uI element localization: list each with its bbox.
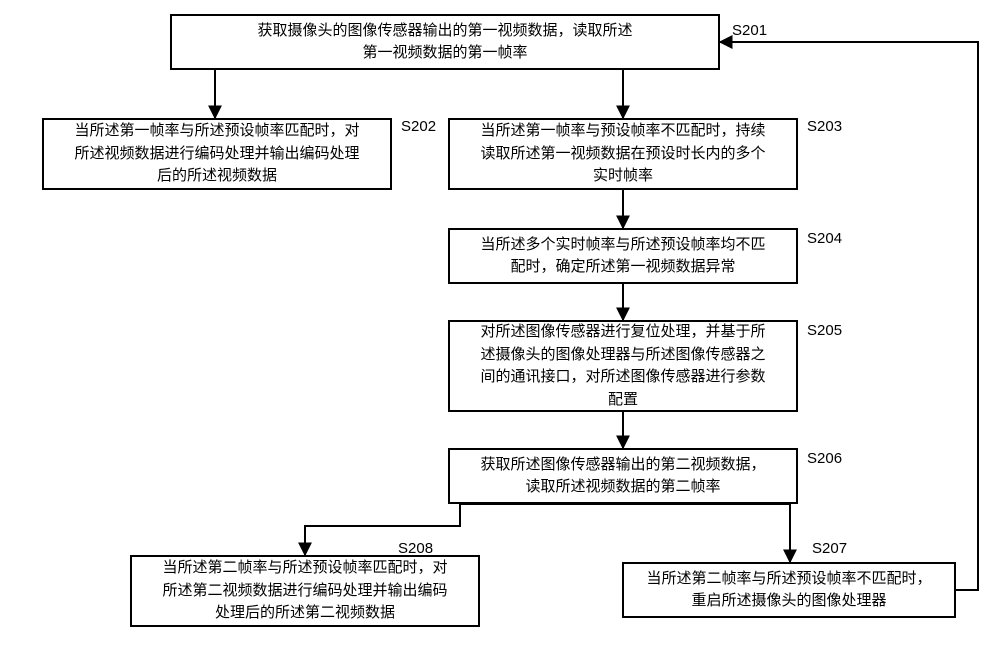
flow-node-n207: 当所述第二帧率与所述预设帧率不匹配时，重启所述摄像头的图像处理器	[622, 562, 956, 618]
step-label-S205: S205	[807, 322, 842, 339]
flow-node-label: 当所述第一帧率与所述预设帧率匹配时，对所述视频数据进行编码处理并输出编码处理后的…	[74, 120, 359, 188]
flow-node-label: 获取所述图像传感器输出的第二视频数据，读取所述视频数据的第二帧率	[480, 454, 765, 499]
step-label-S201: S201	[732, 22, 767, 39]
flow-node-n201: 获取摄像头的图像传感器输出的第一视频数据，读取所述第一视频数据的第一帧率	[170, 14, 720, 70]
flow-node-label: 当所述第一帧率与预设帧率不匹配时，持续读取所述第一视频数据在预设时长内的多个实时…	[480, 120, 765, 188]
flow-node-label: 对所述图像传感器进行复位处理，并基于所述摄像头的图像处理器与所述图像传感器之间的…	[480, 321, 765, 411]
flow-node-label: 当所述第二帧率与所述预设帧率匹配时，对所述第二视频数据进行编码处理并输出编码处理…	[162, 557, 447, 625]
step-label-S208: S208	[398, 540, 433, 557]
step-label-S206: S206	[807, 450, 842, 467]
flow-node-label: 获取摄像头的图像传感器输出的第一视频数据，读取所述第一视频数据的第一帧率	[257, 20, 632, 65]
flow-node-label: 当所述第二帧率与所述预设帧率不匹配时，重启所述摄像头的图像处理器	[646, 568, 931, 613]
edge	[305, 504, 460, 555]
step-label-S207: S207	[812, 540, 847, 557]
flow-node-n202: 当所述第一帧率与所述预设帧率匹配时，对所述视频数据进行编码处理并输出编码处理后的…	[42, 118, 392, 190]
flow-node-n208: 当所述第二帧率与所述预设帧率匹配时，对所述第二视频数据进行编码处理并输出编码处理…	[130, 555, 480, 627]
step-label-S202: S202	[401, 118, 436, 135]
step-label-S204: S204	[807, 230, 842, 247]
flow-node-n203: 当所述第一帧率与预设帧率不匹配时，持续读取所述第一视频数据在预设时长内的多个实时…	[448, 118, 798, 190]
step-label-S203: S203	[807, 118, 842, 135]
flow-node-n204: 当所述多个实时帧率与所述预设帧率均不匹配时，确定所述第一视频数据异常	[448, 228, 798, 284]
flow-node-label: 当所述多个实时帧率与所述预设帧率均不匹配时，确定所述第一视频数据异常	[480, 234, 765, 279]
flow-node-n206: 获取所述图像传感器输出的第二视频数据，读取所述视频数据的第二帧率	[448, 448, 798, 504]
flowchart-canvas: 获取摄像头的图像传感器输出的第一视频数据，读取所述第一视频数据的第一帧率 S201…	[0, 0, 1000, 649]
flow-node-n205: 对所述图像传感器进行复位处理，并基于所述摄像头的图像处理器与所述图像传感器之间的…	[448, 320, 798, 412]
